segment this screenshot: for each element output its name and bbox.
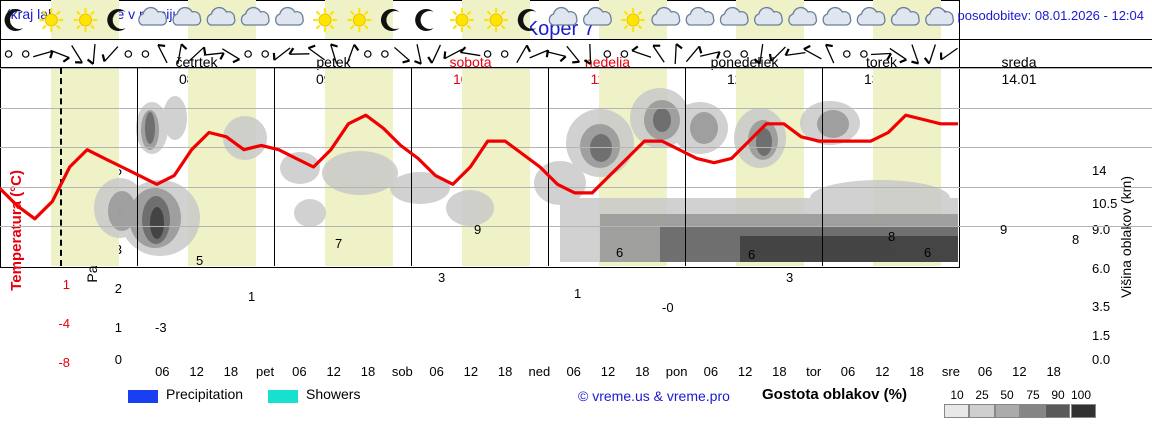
height-tick-10-5: 10.5 <box>1092 196 1118 211</box>
temp-label-11: 8 <box>888 229 896 244</box>
height-tick-3-5: 3.5 <box>1092 299 1111 314</box>
cloud-level-10: 10 <box>950 388 964 402</box>
precip-tick-0: 0 <box>114 352 122 367</box>
x-tick-21: 12 <box>875 364 890 379</box>
graph-area <box>0 68 1152 266</box>
temp-label-14: 8 <box>1072 232 1080 247</box>
temp-label-0: -3 <box>155 320 167 335</box>
day-header-6: sreda 14.01 <box>950 54 1088 88</box>
cloud-level-90: 90 <box>1051 388 1065 402</box>
forecast-plot <box>0 0 1152 268</box>
temperature-curve <box>0 113 958 221</box>
temp-label-4: 3 <box>438 270 446 285</box>
x-tick-16: 06 <box>703 364 719 379</box>
x-tick-20: 06 <box>840 364 856 379</box>
day-date: 14.01 <box>1001 71 1037 87</box>
x-tick-2: 18 <box>223 364 239 379</box>
x-tick-11: ned <box>528 364 551 379</box>
x-tick-1: 12 <box>189 364 204 379</box>
day-name: sreda <box>1001 54 1037 70</box>
cloud-level-100: 100 <box>1070 388 1092 402</box>
x-tick-24: 06 <box>977 364 993 379</box>
x-tick-3: pet <box>256 364 275 379</box>
cloud-density-scale: 10 25 50 75 90 100 <box>944 388 1096 418</box>
x-tick-26: 18 <box>1046 364 1061 379</box>
wind-barbs-svg <box>4 43 958 65</box>
temp-tick-1: 1 <box>62 277 70 292</box>
day-name: ponedeljek <box>710 54 779 70</box>
x-tick-8: 06 <box>429 364 444 379</box>
x-tick-14: 18 <box>635 364 650 379</box>
current-time-marker <box>60 68 62 266</box>
x-tick-4: 06 <box>292 364 307 379</box>
day-name: petek <box>316 54 351 70</box>
cloud-level-75: 75 <box>1026 388 1040 402</box>
precip-tick-2: 2 <box>114 281 122 296</box>
temp-label-7: 6 <box>616 245 624 260</box>
x-tick-0: 06 <box>155 364 170 379</box>
precipitation-legend-label: Precipitation <box>166 386 244 402</box>
last-updated-text: Zadnja posodobitev: 08.01.2026 - 12:04 <box>914 8 1144 23</box>
temp-label-13: 9 <box>1000 222 1008 237</box>
copyright-link[interactable]: © vreme.us & vreme.pro <box>578 388 730 404</box>
temp-label-1: 5 <box>196 253 204 268</box>
height-tick-1-5: 1.5 <box>1092 328 1111 343</box>
precipitation-swatch <box>128 390 158 403</box>
x-tick-5: 12 <box>326 364 341 379</box>
height-tick-14: 14 <box>1092 163 1107 178</box>
cloud-level-50: 50 <box>1000 388 1014 402</box>
wind-barb-row <box>0 40 1152 68</box>
showers-swatch <box>268 390 298 403</box>
weather-icon-row <box>0 0 1152 40</box>
temp-label-3: 7 <box>335 236 343 251</box>
height-tick-9-0: 9.0 <box>1092 222 1111 237</box>
x-tick-12: 06 <box>566 364 581 379</box>
x-tick-7: sob <box>391 364 413 379</box>
x-tick-10: 18 <box>497 364 513 379</box>
weather-icons-svg <box>4 6 954 33</box>
x-tick-15: pon <box>665 364 688 379</box>
x-tick-22: 18 <box>909 364 924 379</box>
x-tick-9: 12 <box>463 364 479 379</box>
height-tick-6-0: 6.0 <box>1092 261 1111 276</box>
cloud-density-field <box>94 88 958 262</box>
temp-label-12: 6 <box>924 245 932 260</box>
temp-label-9: 6 <box>748 247 756 262</box>
x-tick-18: 18 <box>772 364 787 379</box>
x-tick-17: 12 <box>737 364 753 379</box>
x-tick-25: 12 <box>1012 364 1027 379</box>
x-tick-19: tor <box>806 364 822 379</box>
day-name: četrtek <box>175 54 218 70</box>
temp-tick--4: -4 <box>58 316 70 331</box>
temp-label-5: 9 <box>474 222 482 237</box>
temp-label-10: 3 <box>786 270 794 285</box>
cloud-density-legend-title: Gostota oblakov (%) <box>762 386 908 403</box>
cloud-level-25: 25 <box>975 388 989 402</box>
temp-label-8: -0 <box>662 300 674 315</box>
x-tick-13: 12 <box>600 364 616 379</box>
showers-legend-label: Showers <box>306 386 361 402</box>
day-name: nedelja <box>584 54 631 70</box>
temp-label-2: 1 <box>248 289 256 304</box>
height-tick-0-0: 0.0 <box>1092 352 1111 367</box>
legend: Precipitation Showers <box>128 386 1128 416</box>
precip-tick-1: 1 <box>114 320 122 335</box>
temp-label-6: 1 <box>574 286 582 301</box>
day-name: sobota <box>449 54 492 70</box>
x-tick-23: sre <box>941 364 960 379</box>
x-tick-6: 18 <box>360 364 376 379</box>
temp-tick--8: -8 <box>58 355 70 370</box>
